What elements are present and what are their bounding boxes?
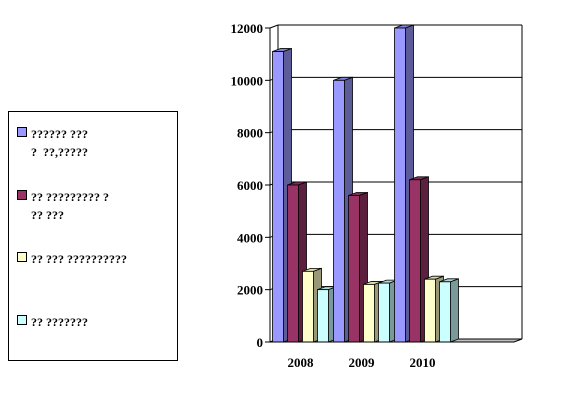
- bar: [272, 51, 284, 343]
- legend-label: ?? ???????: [31, 315, 88, 329]
- bar: [363, 284, 375, 343]
- bar: [409, 179, 421, 343]
- gridline-side: [269, 24, 279, 29]
- y-tick-label: 10000: [231, 73, 264, 88]
- x-tick-label: 2010: [410, 355, 436, 370]
- bar: [348, 195, 360, 343]
- y-tick-label: 2000: [237, 283, 263, 298]
- x-tick-label: 2008: [288, 355, 315, 370]
- bar: [287, 184, 299, 343]
- bar: [424, 278, 436, 343]
- legend-swatch: [17, 252, 27, 262]
- bar-side: [450, 278, 459, 343]
- legend-swatch: [17, 315, 27, 325]
- y-tick-label: 0: [257, 335, 264, 350]
- legend-label: ?????? ??? ? ??,?????: [31, 127, 88, 159]
- y-tick-label: 12000: [231, 21, 264, 36]
- bar: [302, 270, 314, 343]
- legend-label: ?? ????????? ? ?? ???: [31, 190, 109, 222]
- legend-swatch: [17, 127, 27, 137]
- y-tick-label: 4000: [237, 230, 263, 245]
- bar: [378, 282, 390, 343]
- bar: [394, 27, 406, 343]
- y-tick-label: 6000: [237, 178, 263, 193]
- legend-label: ?? ??? ??????????: [31, 252, 127, 266]
- bar: [333, 79, 345, 343]
- legend: ?????? ??? ? ??,????? ?? ????????? ? ?? …: [8, 111, 178, 361]
- bar: [317, 289, 329, 343]
- x-tick-label: 2009: [349, 355, 376, 370]
- y-tick-label: 8000: [237, 126, 263, 141]
- legend-swatch: [17, 190, 27, 200]
- bar: [439, 281, 451, 343]
